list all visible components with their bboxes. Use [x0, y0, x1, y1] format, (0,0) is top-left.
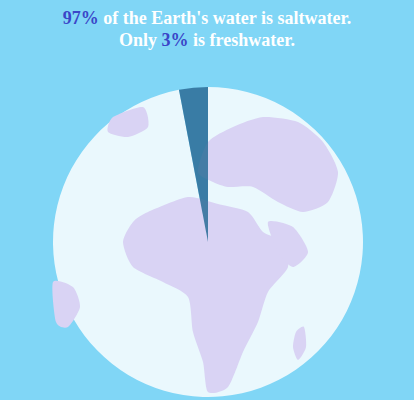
- title-part: of the Earth's water is saltwater.: [99, 8, 351, 28]
- continent: [293, 327, 306, 360]
- continent: [107, 107, 148, 137]
- slice: [179, 87, 208, 242]
- continent: [52, 281, 80, 328]
- title: 97% of the Earth's water is saltwater.: [63, 8, 351, 28]
- globe: [52, 87, 363, 397]
- value-label: 97%: [63, 8, 99, 28]
- continent: [198, 117, 338, 212]
- value-label: 3%: [162, 30, 189, 50]
- continent: [268, 221, 308, 267]
- chart: 97% of the Earth's water is saltwater.On…: [0, 0, 414, 400]
- slice: [53, 87, 363, 397]
- subtitle: Only 3% is freshwater.: [119, 30, 295, 50]
- subtitle-part: Only: [119, 30, 162, 50]
- subtitle-part: is freshwater.: [189, 30, 296, 50]
- background: [0, 0, 414, 400]
